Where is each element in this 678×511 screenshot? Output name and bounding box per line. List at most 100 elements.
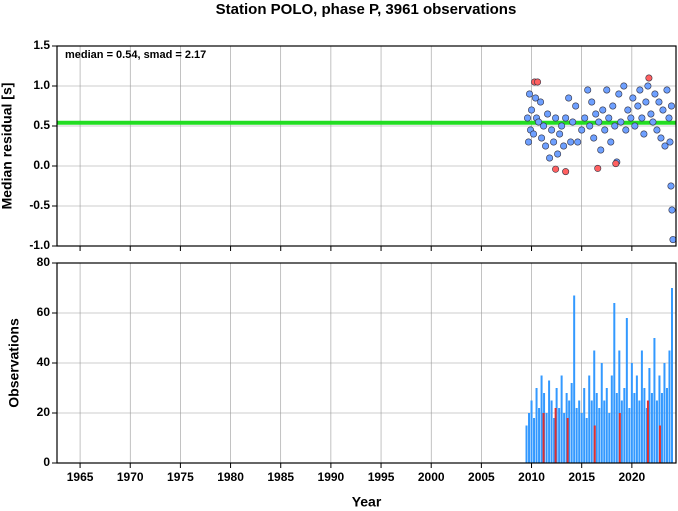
chart-title: Station POLO, phase P, 3961 observations	[216, 1, 517, 18]
bar	[610, 375, 613, 463]
bar	[566, 418, 569, 463]
y-tick-label: 60	[37, 305, 51, 319]
bar	[668, 350, 671, 463]
y-axis-label: Median residual [s]	[0, 83, 15, 210]
point	[655, 98, 663, 106]
bar	[525, 425, 528, 463]
bar	[560, 375, 563, 463]
point	[629, 94, 637, 102]
point	[546, 154, 554, 162]
x-tick-label: 2000	[418, 470, 445, 484]
x-tick-label: 1975	[167, 470, 194, 484]
point	[669, 236, 677, 244]
bar	[563, 413, 566, 463]
point	[666, 138, 674, 146]
point	[634, 102, 642, 110]
point	[649, 118, 657, 126]
bar	[653, 338, 656, 463]
point	[525, 138, 533, 146]
bar	[593, 425, 596, 463]
point	[624, 106, 632, 114]
y-tick-label: 1.5	[33, 38, 50, 52]
bar	[595, 393, 598, 463]
bar	[538, 408, 541, 463]
bar	[583, 388, 586, 463]
point	[542, 142, 550, 150]
x-axis-label: Year	[352, 494, 382, 510]
point	[535, 118, 543, 126]
bar	[608, 413, 611, 463]
point	[642, 98, 650, 106]
bar	[585, 418, 588, 463]
x-tick-label: 2020	[619, 470, 646, 484]
point	[657, 134, 665, 142]
point	[663, 86, 671, 94]
bar	[628, 408, 631, 463]
point	[668, 206, 676, 214]
point	[552, 114, 560, 122]
point	[550, 138, 558, 146]
point	[612, 160, 620, 168]
point	[565, 94, 573, 102]
point	[667, 102, 675, 110]
point	[534, 78, 542, 86]
bar	[603, 400, 606, 463]
y-tick-label: 0.0	[33, 158, 50, 172]
bar	[623, 388, 626, 463]
bar	[570, 383, 573, 463]
point	[607, 138, 615, 146]
point	[562, 168, 570, 176]
point	[638, 114, 646, 122]
bar	[553, 418, 556, 463]
point	[653, 126, 661, 134]
point	[538, 134, 546, 142]
point	[667, 182, 675, 190]
bar	[593, 350, 596, 463]
point	[601, 126, 609, 134]
bar	[530, 400, 533, 463]
bar	[578, 400, 581, 463]
bar	[658, 375, 661, 463]
bar	[545, 413, 548, 463]
point	[659, 106, 667, 114]
y-tick-label: 40	[37, 355, 51, 369]
point	[572, 102, 580, 110]
point	[530, 130, 538, 138]
x-tick-label: 1965	[67, 470, 94, 484]
bar	[650, 393, 653, 463]
point	[574, 138, 582, 146]
bar	[635, 375, 638, 463]
bar	[645, 408, 648, 463]
x-tick-label: 1990	[318, 470, 345, 484]
point	[581, 114, 589, 122]
point	[554, 150, 562, 158]
point	[615, 90, 623, 98]
bar	[600, 363, 603, 463]
bar	[640, 350, 643, 463]
bar	[618, 350, 621, 463]
point	[562, 114, 570, 122]
point	[594, 164, 602, 172]
plot-frame	[56, 262, 677, 464]
bar	[625, 318, 628, 463]
bar	[615, 393, 618, 463]
bar	[618, 413, 621, 463]
bar	[605, 388, 608, 463]
point	[540, 122, 548, 130]
bar	[643, 388, 646, 463]
bar	[633, 393, 636, 463]
point	[651, 90, 659, 98]
x-tick-label: 2010	[518, 470, 545, 484]
bar	[573, 295, 576, 463]
bar	[554, 408, 557, 463]
point	[631, 122, 639, 130]
y-tick-label: 80	[37, 255, 51, 269]
point	[644, 82, 652, 90]
bar	[568, 400, 571, 463]
point	[599, 106, 607, 114]
y-tick-label: -1.0	[29, 238, 50, 252]
annotation: median = 0.54, smad = 2.17	[65, 49, 206, 61]
x-tick-label: 2015	[568, 470, 595, 484]
bar	[590, 400, 593, 463]
point	[609, 102, 617, 110]
